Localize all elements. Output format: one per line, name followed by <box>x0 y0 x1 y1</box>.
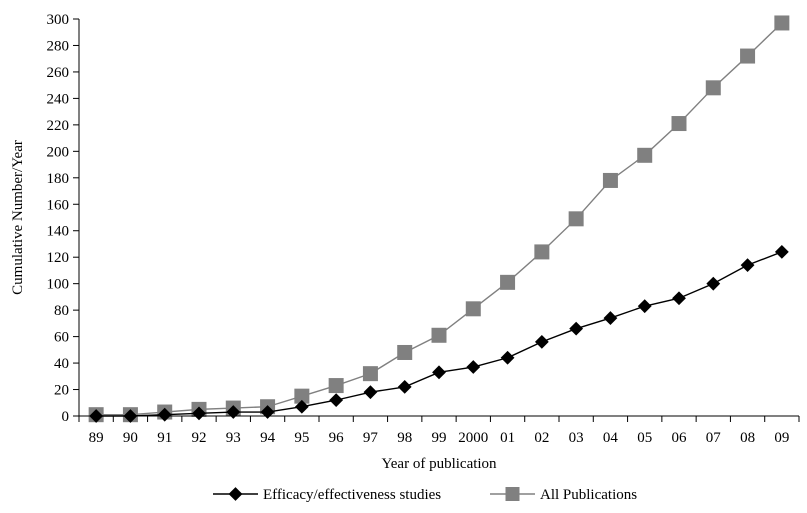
y-tick-label: 80 <box>54 303 69 319</box>
x-axis-title: Year of publication <box>381 456 497 472</box>
x-tick-label: 91 <box>157 430 172 446</box>
data-point-diamond <box>603 311 618 325</box>
x-tick-label: 07 <box>706 430 722 446</box>
x-tick-label: 08 <box>740 430 755 446</box>
x-tick-label: 99 <box>432 430 447 446</box>
x-tick-label: 2000 <box>458 430 488 446</box>
data-point-square <box>397 344 413 360</box>
x-tick-label: 89 <box>89 430 104 446</box>
data-point-square <box>431 327 447 343</box>
legend: Efficacy/effectiveness studies All Public… <box>213 487 637 503</box>
y-tick-label: 200 <box>47 144 70 160</box>
data-point-square <box>294 388 310 404</box>
data-point-diamond <box>192 406 206 421</box>
y-tick-label: 280 <box>47 38 70 54</box>
x-tick-label: 02 <box>534 430 549 446</box>
x-ticks: 89 90 91 92 93 94 95 96 97 98 99 2000 01 02 03 04 05 06 07… <box>78 416 800 446</box>
x-tick-label: 01 <box>500 430 515 446</box>
data-point-diamond <box>774 245 789 259</box>
x-tick-label: 97 <box>363 430 379 446</box>
y-tick-label: 220 <box>47 118 70 134</box>
y-tick-label: 180 <box>47 171 70 187</box>
data-point-diamond <box>157 407 172 422</box>
y-ticks: 0 20 40 60 80 100 120 140 160 180 200 220 240 260 280 3… <box>47 12 79 425</box>
data-point-square <box>465 301 481 317</box>
x-tick-label: 94 <box>260 430 276 446</box>
y-tick-label: 260 <box>47 65 70 81</box>
x-tick-label: 04 <box>603 430 619 446</box>
data-point-square <box>671 116 687 132</box>
data-point-diamond <box>294 399 309 414</box>
x-tick-label: 09 <box>774 430 789 446</box>
x-tick-label: 90 <box>123 430 138 446</box>
data-point-diamond <box>329 393 344 408</box>
series-layer <box>88 15 790 423</box>
legend-label: Efficacy/effectiveness studies <box>263 487 441 503</box>
data-point-square <box>568 211 584 227</box>
y-tick-label: 100 <box>47 277 70 293</box>
data-point-square <box>362 366 378 382</box>
y-tick-label: 160 <box>47 197 70 213</box>
y-tick-label: 120 <box>47 250 70 266</box>
series-efficacy-studies <box>89 245 789 423</box>
data-point-diamond <box>569 321 584 336</box>
x-tick-label: 96 <box>329 430 345 446</box>
data-point-square <box>534 244 550 260</box>
data-point-diamond <box>500 350 515 365</box>
y-tick-label: 0 <box>62 409 70 425</box>
data-point-diamond <box>637 299 652 314</box>
data-point-diamond <box>672 291 686 306</box>
x-tick-label: 03 <box>569 430 584 446</box>
y-axis-title: Cumulative Number/Year <box>10 140 26 295</box>
legend-item: All Publications <box>490 487 637 503</box>
y-tick-label: 240 <box>47 91 70 107</box>
data-point-diamond <box>432 365 446 380</box>
x-tick-label: 98 <box>397 430 412 446</box>
x-tick-label: 06 <box>672 430 688 446</box>
data-point-diamond <box>740 258 755 273</box>
data-point-diamond <box>260 405 275 419</box>
x-tick-label: 05 <box>637 430 652 446</box>
series-all-publications <box>88 15 790 423</box>
data-point-diamond <box>534 334 549 349</box>
data-point-square <box>740 48 756 64</box>
data-point-diamond <box>397 379 412 394</box>
y-tick-label: 40 <box>54 356 69 372</box>
series-line <box>96 22 783 416</box>
data-point-diamond <box>226 405 241 419</box>
data-point-square <box>705 80 721 96</box>
y-tick-label: 300 <box>47 12 70 28</box>
y-tick-label: 20 <box>54 383 69 399</box>
y-tick-label: 60 <box>54 330 69 346</box>
data-point-square <box>505 487 520 501</box>
x-tick-label: 95 <box>294 430 309 446</box>
x-tick-label: 93 <box>226 430 241 446</box>
legend-label: All Publications <box>540 487 637 503</box>
x-tick-label: 92 <box>192 430 207 446</box>
data-point-diamond <box>706 276 721 291</box>
y-tick-label: 140 <box>47 224 70 240</box>
data-point-diamond <box>466 360 481 374</box>
data-point-square <box>774 15 790 31</box>
data-point-square <box>637 147 653 163</box>
data-point-diamond <box>363 385 378 400</box>
data-point-square <box>328 378 344 394</box>
data-point-square <box>602 172 618 188</box>
data-point-square <box>500 274 516 290</box>
legend-item: Efficacy/effectiveness studies <box>213 487 441 503</box>
axis-layer <box>78 19 799 417</box>
data-point-diamond <box>228 487 243 501</box>
